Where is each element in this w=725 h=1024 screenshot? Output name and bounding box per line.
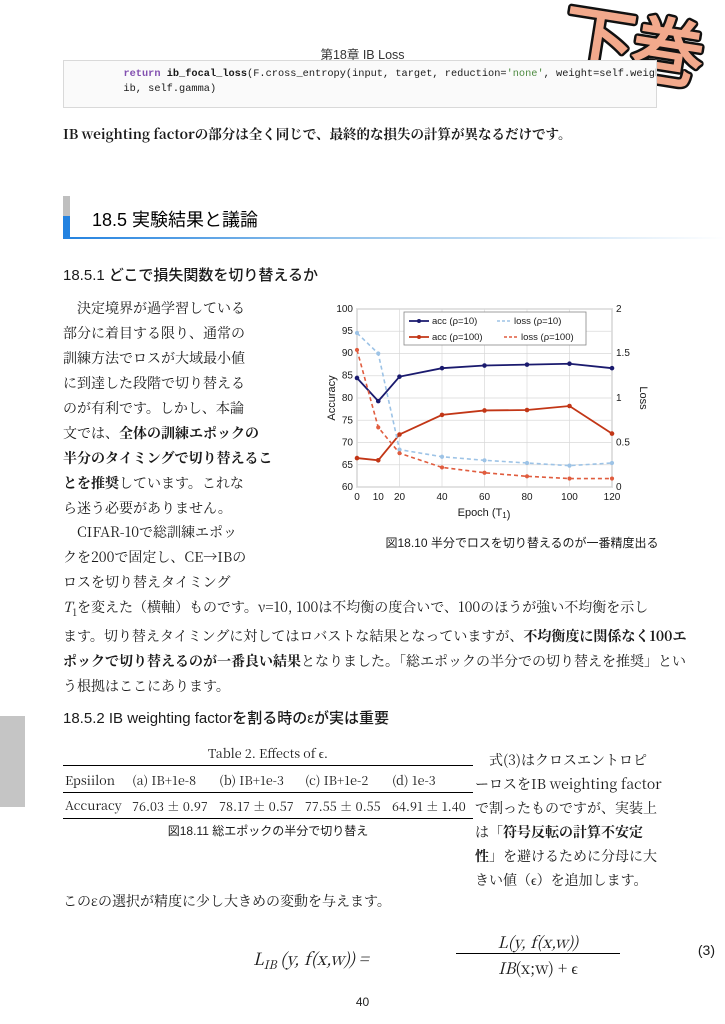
svg-text:80: 80 xyxy=(521,492,533,503)
svg-text:60: 60 xyxy=(342,482,354,493)
svg-text:Loss: Loss xyxy=(637,386,649,410)
svg-text:1: 1 xyxy=(616,393,622,404)
svg-text:Accuracy: Accuracy xyxy=(326,375,338,421)
svg-text:0.5: 0.5 xyxy=(616,438,630,449)
svg-text:2: 2 xyxy=(616,304,622,315)
svg-text:60: 60 xyxy=(479,492,491,503)
svg-text:1.5: 1.5 xyxy=(616,348,630,359)
svg-text:acc (ρ=100): acc (ρ=100) xyxy=(432,332,483,343)
svg-text:0: 0 xyxy=(354,492,360,503)
svg-text:90: 90 xyxy=(342,348,354,359)
svg-text:120: 120 xyxy=(604,492,621,503)
svg-text:100: 100 xyxy=(561,492,578,503)
svg-text:10: 10 xyxy=(373,492,385,503)
svg-text:65: 65 xyxy=(342,460,354,471)
svg-text:loss (ρ=100): loss (ρ=100) xyxy=(521,332,574,343)
svg-text:Epoch (T1): Epoch (T1) xyxy=(458,507,511,521)
svg-text:acc (ρ=10): acc (ρ=10) xyxy=(432,316,477,327)
svg-text:loss (ρ=10): loss (ρ=10) xyxy=(514,316,561,327)
svg-text:100: 100 xyxy=(336,304,353,315)
svg-text:70: 70 xyxy=(342,438,354,449)
svg-text:95: 95 xyxy=(342,326,354,337)
svg-text:75: 75 xyxy=(342,416,354,427)
svg-text:80: 80 xyxy=(342,393,354,404)
svg-text:20: 20 xyxy=(394,492,406,503)
svg-text:85: 85 xyxy=(342,371,354,382)
svg-text:40: 40 xyxy=(436,492,448,503)
